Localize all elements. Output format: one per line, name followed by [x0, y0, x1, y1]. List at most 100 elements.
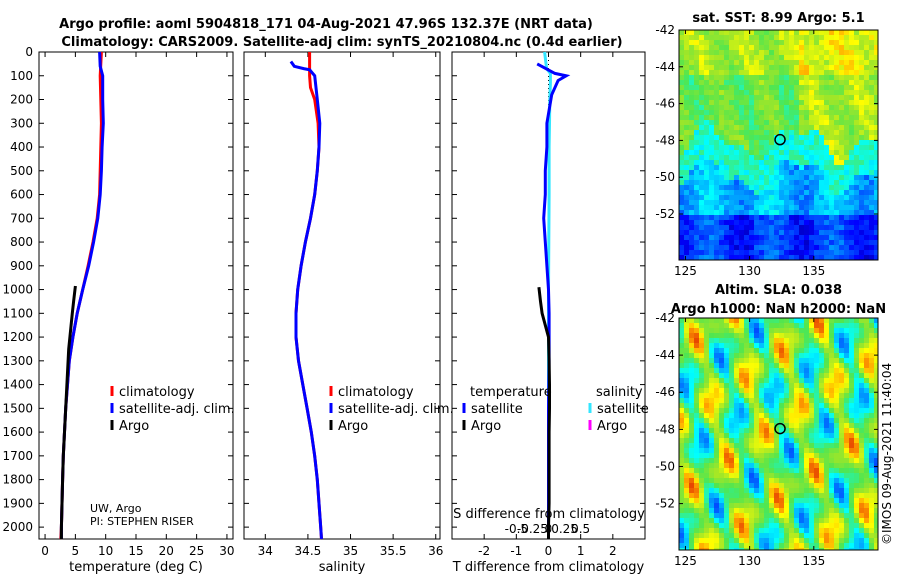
map-cell	[774, 185, 780, 191]
map-cell	[844, 115, 850, 121]
map-cell	[764, 333, 770, 339]
map-cell	[714, 543, 720, 549]
map-cell	[709, 503, 715, 509]
map-cell	[779, 478, 785, 484]
map-cell	[779, 363, 785, 369]
map-cell	[789, 353, 795, 359]
map-cell	[689, 373, 695, 379]
map-cell	[724, 348, 730, 354]
map-cell	[774, 478, 780, 484]
map-cell	[694, 543, 700, 549]
map-cell	[779, 155, 785, 161]
map-cell	[824, 363, 830, 369]
y-tick-label: -42	[655, 23, 675, 37]
map-cell	[679, 165, 685, 171]
map-cell	[869, 50, 875, 56]
map-cell	[754, 413, 760, 419]
figure-title-line1: Argo profile: aoml 5904818_171 04-Aug-20…	[59, 17, 593, 32]
map-cell	[754, 383, 760, 389]
map-cell	[839, 453, 845, 459]
map-cell	[789, 40, 795, 46]
map-cell	[739, 438, 745, 444]
map-cell	[684, 170, 690, 176]
map-cell	[704, 408, 710, 414]
map-cell	[714, 70, 720, 76]
map-cell	[859, 205, 865, 211]
map-cell	[844, 483, 850, 489]
map-cell	[849, 245, 855, 251]
map-cell	[764, 90, 770, 96]
map-cell	[744, 363, 750, 369]
map-cell	[679, 40, 685, 46]
map-cell	[829, 323, 835, 329]
map-cell	[859, 125, 865, 131]
map-cell	[774, 55, 780, 61]
map-cell	[829, 393, 835, 399]
map-cell	[734, 508, 740, 514]
map-cell	[849, 398, 855, 404]
map-cell	[809, 35, 815, 41]
map-cell	[854, 473, 860, 479]
map-cell	[784, 145, 790, 151]
map-cell	[814, 348, 820, 354]
map-cell	[684, 30, 690, 36]
map-cell	[804, 458, 810, 464]
map-cell	[749, 318, 755, 324]
map-cell	[834, 488, 840, 494]
map-cell	[794, 160, 800, 166]
x-tick-label: 0	[41, 544, 49, 558]
map-cell	[709, 358, 715, 364]
map-cell	[864, 458, 870, 464]
map-cell	[819, 30, 825, 36]
map-cell	[869, 458, 875, 464]
map-cell	[744, 478, 750, 484]
map-cell	[709, 408, 715, 414]
map-cell	[709, 205, 715, 211]
map-cell	[744, 458, 750, 464]
map-cell	[734, 205, 740, 211]
map-cell	[724, 528, 730, 534]
map-cell	[799, 50, 805, 56]
map-cell	[744, 140, 750, 146]
map-cell	[774, 30, 780, 36]
map-cell	[709, 428, 715, 434]
map-cell	[774, 150, 780, 156]
map-cell	[789, 478, 795, 484]
x-tick-label: 25	[189, 544, 204, 558]
map-cell	[744, 80, 750, 86]
map-cell	[714, 80, 720, 86]
map-cell	[859, 30, 865, 36]
map-cell	[779, 323, 785, 329]
map-cell	[864, 488, 870, 494]
map-cell	[764, 65, 770, 71]
map-cell	[729, 493, 735, 499]
map-cell	[754, 438, 760, 444]
map-cell	[814, 145, 820, 151]
map-cell	[694, 448, 700, 454]
map-cell	[774, 333, 780, 339]
map-cell	[719, 523, 725, 529]
map-cell	[759, 528, 765, 534]
map-cell	[739, 240, 745, 246]
map-cell	[849, 190, 855, 196]
map-cell	[859, 225, 865, 231]
map-cell	[799, 75, 805, 81]
map-cell	[849, 378, 855, 384]
map-cell	[684, 100, 690, 106]
map-cell	[769, 55, 775, 61]
map-cell	[754, 140, 760, 146]
map-cell	[844, 363, 850, 369]
map-cell	[794, 523, 800, 529]
map-cell	[809, 483, 815, 489]
map-cell	[679, 245, 685, 251]
map-cell	[849, 318, 855, 324]
map-cell	[739, 388, 745, 394]
map-cell	[849, 353, 855, 359]
map-cell	[744, 75, 750, 81]
map-cell	[689, 125, 695, 131]
map-cell	[729, 363, 735, 369]
map-cell	[764, 205, 770, 211]
map-cell	[809, 40, 815, 46]
map-cell	[704, 130, 710, 136]
map-cell	[804, 468, 810, 474]
